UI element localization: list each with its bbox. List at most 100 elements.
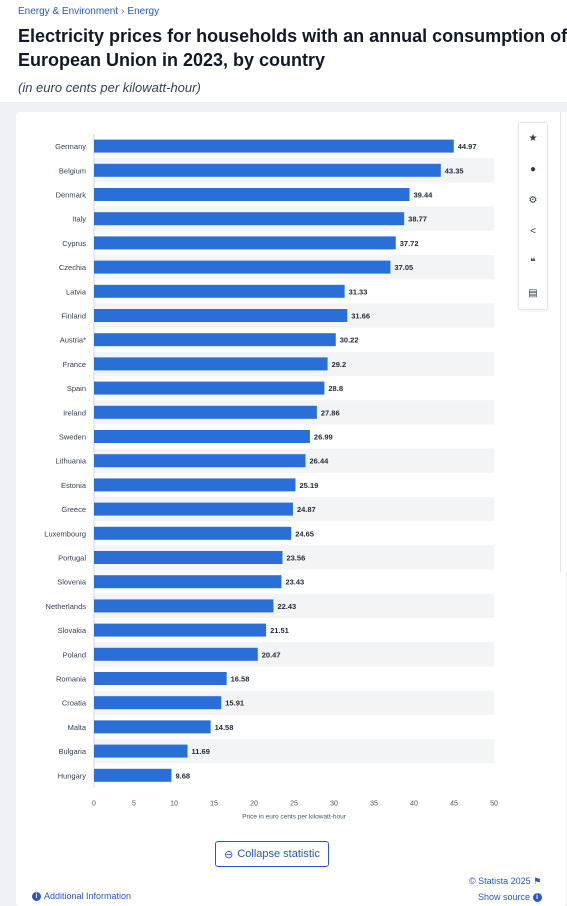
bar[interactable] (94, 551, 283, 564)
bar[interactable] (94, 309, 348, 322)
category-label: Hungary (58, 771, 87, 780)
bar[interactable] (94, 575, 282, 589)
x-tick-label: 0 (92, 800, 96, 807)
category-label: Cyprus (62, 239, 86, 248)
bar[interactable] (94, 526, 292, 540)
data-label: 21.51 (270, 626, 289, 635)
category-label: Estonia (61, 481, 87, 490)
bar[interactable] (94, 647, 258, 661)
x-tick-label: 40 (410, 800, 418, 807)
star-icon[interactable]: ★ (528, 133, 538, 144)
category-label: Greece (61, 505, 86, 514)
data-label: 38.77 (408, 215, 427, 224)
quote-icon[interactable]: ❝ (530, 257, 536, 268)
collapse-statistic-button[interactable]: ⊖ Collapse statistic (215, 841, 329, 867)
additional-information-label: Additional Information (44, 891, 132, 901)
side-panel-edge (560, 112, 567, 572)
x-tick-label: 20 (250, 800, 258, 807)
data-label: 23.56 (286, 554, 305, 563)
bar[interactable] (94, 672, 227, 685)
chart-toolbar: ★ ● ⚙ < ❝ ▤ (518, 122, 548, 310)
breadcrumb-separator: › (121, 6, 125, 17)
data-label: 31.33 (349, 287, 368, 296)
data-label: 29.2 (332, 360, 347, 369)
bar[interactable] (94, 478, 296, 492)
x-tick-label: 45 (450, 800, 458, 807)
data-label: 24.65 (295, 529, 314, 538)
breadcrumb-item-energy[interactable]: Energy (127, 6, 160, 17)
category-label: Denmark (56, 191, 87, 200)
data-label: 26.99 (314, 433, 333, 442)
bar[interactable] (94, 333, 336, 347)
data-label: 20.47 (262, 650, 281, 659)
print-icon[interactable]: ▤ (528, 288, 538, 299)
category-label: Ireland (63, 408, 86, 417)
category-label: France (63, 360, 86, 369)
bar[interactable] (94, 720, 211, 734)
category-label: Latvia (66, 287, 87, 296)
bar[interactable] (94, 768, 172, 782)
category-label: Romania (56, 675, 87, 684)
bar[interactable] (94, 502, 293, 516)
bar[interactable] (94, 163, 441, 177)
data-label: 44.97 (458, 142, 477, 151)
info-icon: i (532, 893, 542, 903)
data-label: 37.72 (400, 239, 419, 248)
bar[interactable] (94, 236, 396, 250)
page-title-line-1: Electricity prices for households with a… (18, 26, 567, 46)
chart-card: Germany 44.97 Belgium 43.35 Denmark 39.44 Ital… (16, 112, 566, 906)
bar[interactable] (94, 430, 310, 443)
category-label: Netherlands (46, 602, 87, 611)
bell-icon[interactable]: ● (529, 164, 537, 175)
data-label: 37.05 (394, 263, 413, 272)
bar[interactable] (94, 381, 325, 395)
show-source-link[interactable]: Show source i (478, 892, 545, 903)
bar[interactable] (94, 212, 405, 226)
gear-icon[interactable]: ⚙ (528, 195, 538, 206)
bar[interactable] (94, 744, 188, 758)
additional-information-link[interactable]: i Additional Information (32, 891, 132, 902)
category-label: Bulgaria (58, 747, 86, 756)
bar[interactable] (94, 623, 267, 637)
data-label: 16.58 (231, 675, 250, 684)
category-label: Poland (63, 650, 86, 659)
share-icon[interactable]: < (530, 226, 536, 237)
breadcrumb: Energy & Environment › Energy (18, 6, 159, 17)
data-label: 43.35 (445, 166, 464, 175)
category-label: Lithuania (56, 457, 87, 466)
data-label: 23.43 (285, 578, 304, 587)
bar[interactable] (94, 139, 454, 153)
data-label: 14.58 (215, 723, 234, 732)
collapse-icon: ⊖ (224, 848, 234, 861)
category-label: Belgium (59, 166, 86, 175)
breadcrumb-item-energy-environment[interactable]: Energy & Environment (18, 6, 119, 17)
bar[interactable] (94, 405, 317, 419)
data-label: 31.66 (351, 312, 370, 321)
data-label: 15.91 (225, 699, 244, 708)
x-tick-label: 50 (490, 800, 498, 807)
bar[interactable] (94, 357, 328, 371)
bar[interactable] (94, 599, 274, 613)
data-label: 22.43 (277, 602, 296, 611)
x-tick-label: 10 (170, 800, 178, 807)
bar[interactable] (94, 454, 306, 468)
category-label: Austria* (60, 336, 86, 345)
bar[interactable] (94, 260, 391, 274)
bar[interactable] (94, 284, 345, 298)
category-label: Germany (55, 142, 86, 151)
category-label: Italy (72, 215, 86, 224)
page-subtitle: (in euro cents per kilowatt-hour) (18, 80, 201, 95)
info-icon: i (32, 892, 41, 902)
page-title-line-2: European Union in 2023, by country (18, 50, 326, 70)
data-label: 11.69 (192, 747, 210, 756)
data-label: 25.19 (300, 481, 319, 490)
category-label: Croatia (62, 699, 87, 708)
copyright-text: © Statista 2025 ⚑ (469, 876, 542, 886)
bar[interactable] (94, 696, 222, 710)
x-tick-label: 25 (290, 800, 298, 807)
category-label: Slovenia (57, 578, 87, 587)
x-tick-label: 35 (370, 800, 378, 807)
bar-chart: Germany 44.97 Belgium 43.35 Denmark 39.44 Ital… (44, 134, 498, 820)
data-label: 9.68 (175, 771, 190, 780)
bar[interactable] (94, 188, 410, 201)
